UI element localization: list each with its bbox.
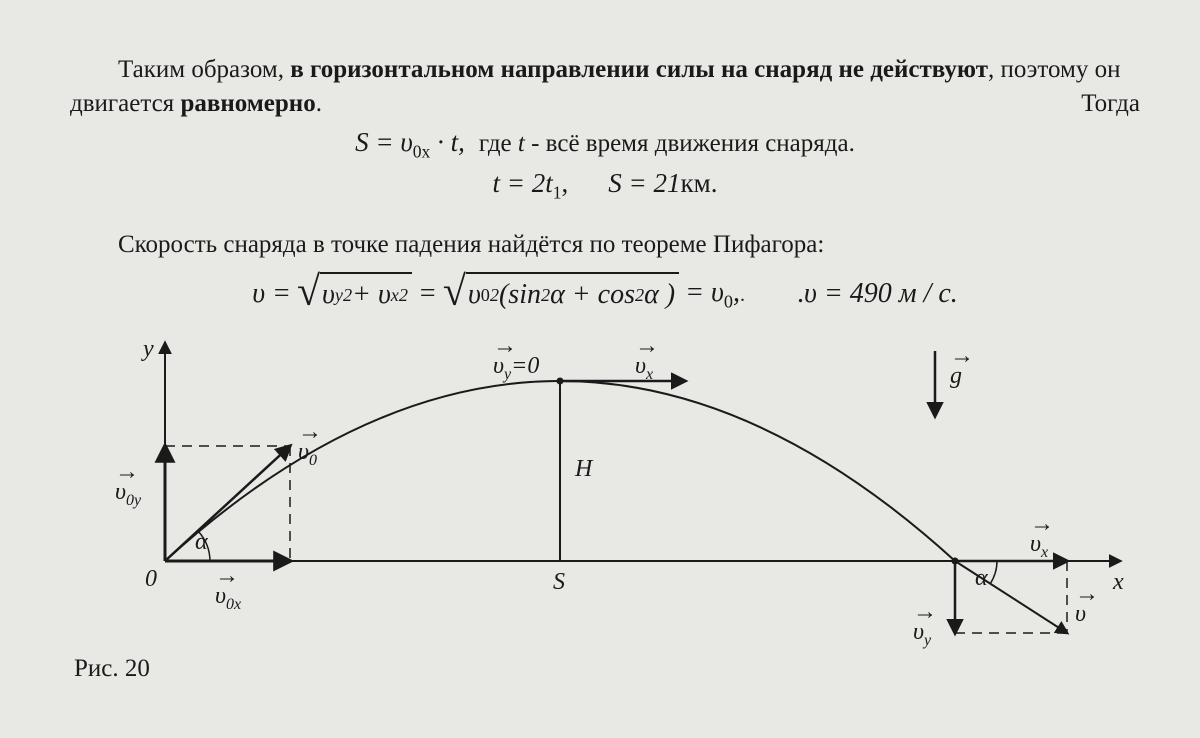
eq3-v: υ = [252,278,291,310]
eq1-where-a: где [479,130,518,157]
p1-text-e: . [316,90,322,117]
v-final-vector [955,561,1067,633]
equation-1: S = υ0x · t, где t - всё время движения … [70,127,1140,162]
eq1-rhs: · t, [430,127,465,157]
label-S: S [553,569,565,595]
label-x: x [1112,569,1124,595]
label-g: g [950,363,962,389]
v0-vector [165,446,290,561]
paragraph-2: Скорость снаряда в точке падения найдётс… [70,228,1140,262]
eq2-a-body: t = 2t [493,168,553,198]
eq3-sqrt2: √ υ02 (sin2 α + cos2 α ) [443,272,679,317]
eq2-b-unit: км. [681,168,718,198]
eq1-sub: 0x [413,141,431,161]
eq2-a: t = 2t1, [493,168,569,203]
eq1-lhs: S = υ [355,127,413,157]
eq2-b-body: S = 21 [608,168,680,198]
label-alpha-2: α [975,565,988,591]
eq1-where-var: t [518,130,525,157]
diagram-svg: 0 y x → υ0 → υ0y → υ0x α → υy=0 → [75,321,1135,651]
equation-3: υ = √ υy2 + υx2 = √ υ02 (sin2 α + cos2 α… [70,272,1140,317]
eq1-where: где t - всё время движения снаряда. [479,130,855,158]
label-v-end: υ [1075,601,1086,627]
v-result: υ = 490 м / с. [804,278,958,309]
label-alpha-1: α [195,529,208,555]
p1-text-a: Таким образом, [118,56,290,83]
figure-caption: Рис. 20 [70,655,1140,683]
label-H: H [574,456,594,482]
eq3-result: .υ = 490 м / с. [797,278,958,310]
eq3-equals-v0: = υ0,. [685,277,745,313]
eq2-b: S = 21км. [608,168,717,199]
label-y: y [141,336,154,362]
trajectory-diagram: 0 y x → υ0 → υ0y → υ0x α → υy=0 → [75,321,1135,651]
eq2-a-comma: , [562,168,569,198]
eq2-a-sub: 1 [553,182,562,202]
p1-bold-2: равномерно [180,90,315,117]
eq1-where-b: - всё время движения снаряда. [525,130,855,157]
p1-bold-1: в горизонтальном направлении силы на сна… [290,56,988,83]
label-origin: 0 [145,566,157,592]
equation-2: t = 2t1, S = 21км. [70,168,1140,203]
paragraph-1: Таким образом, в горизонтальном направле… [70,53,1140,121]
p1-right: Тогда [1033,87,1140,121]
alpha-arc-landing [990,561,997,584]
page-content: Таким образом, в горизонтальном направле… [0,0,1200,693]
eq3-sqrt1: √ υy2 + υx2 [297,272,412,317]
eq3-equals-1: = [418,278,437,310]
label-vy-top: υy=0 [493,353,539,383]
eq1-formula: S = υ0x · t, [355,127,465,162]
